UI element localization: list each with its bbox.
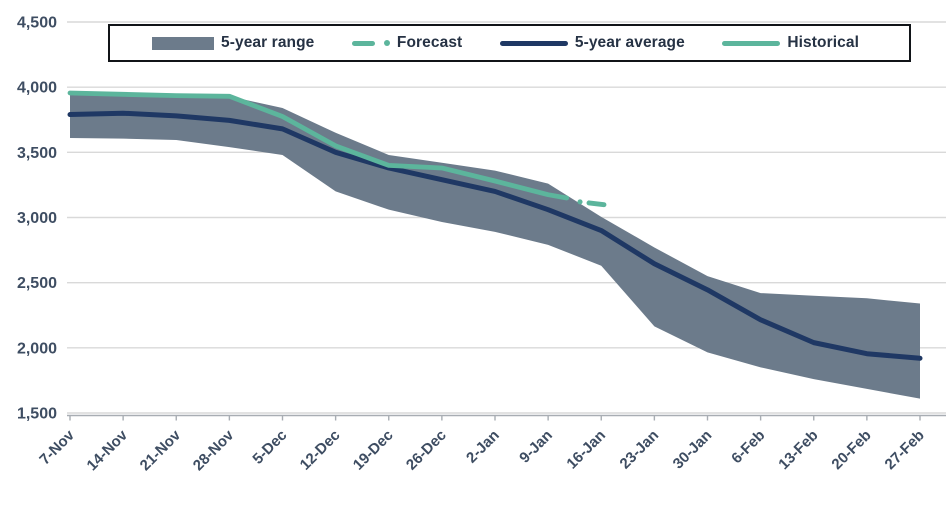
y-axis-label: 3,500 (17, 145, 57, 162)
legend-item-5-year-average: 5-year average (499, 34, 685, 52)
x-axis-label: 12-Dec (297, 427, 344, 474)
x-axis-label: 20-Feb (828, 427, 874, 473)
legend-label: Historical (787, 34, 859, 51)
legend-label: 5-year average (574, 34, 685, 51)
legend-item-historical: Historical (722, 34, 859, 52)
series-historical-line (67, 90, 570, 201)
x-axis-label: 23-Jan (617, 427, 663, 473)
legend-label: Forecast (396, 34, 463, 51)
y-axis-label: 4,000 (17, 80, 57, 97)
y-axis-label: 1,500 (17, 406, 57, 423)
x-axis-label: 30-Jan (670, 427, 716, 473)
legend-item-5-year-range: 5-year range (152, 34, 314, 52)
y-axis-label: 2,500 (17, 275, 57, 292)
x-axis-label: 28-Nov (190, 426, 238, 474)
y-axis-label: 4,500 (17, 15, 57, 32)
series-forecast-dashed-line (577, 199, 611, 208)
range-swatch-icon (152, 36, 214, 50)
x-axis-label: 26-Dec (403, 427, 450, 474)
series-5-year-average-line (67, 110, 923, 361)
series-5-year-range-band (70, 93, 920, 399)
x-axis-label: 13-Feb (775, 427, 821, 473)
x-axis-label: 21-Nov (137, 426, 185, 474)
x-axis-label: 14-Nov (84, 426, 132, 474)
historical-line-icon (722, 40, 781, 46)
chart-legend: 5-year range Forecast 5-year average His… (108, 24, 911, 62)
y-axis-label: 3,000 (17, 210, 57, 227)
x-axis-label: 2-Jan (463, 427, 503, 467)
average-line-icon (499, 40, 568, 46)
legend-item-forecast: Forecast (351, 34, 463, 52)
legend-label: 5-year range (221, 34, 315, 51)
forecast-dash-dot-icon (351, 40, 390, 46)
x-axis-label: 7-Nov (36, 426, 78, 468)
x-axis-label: 16-Jan (563, 427, 609, 473)
x-axis-label: 6-Feb (728, 427, 768, 467)
x-axis-label: 5-Dec (249, 427, 290, 468)
x-axis-label: 27-Feb (882, 427, 928, 473)
x-axis-label: 9-Jan (516, 427, 556, 467)
y-axis-label: 2,000 (17, 340, 57, 357)
x-axis-label: 19-Dec (350, 427, 397, 474)
